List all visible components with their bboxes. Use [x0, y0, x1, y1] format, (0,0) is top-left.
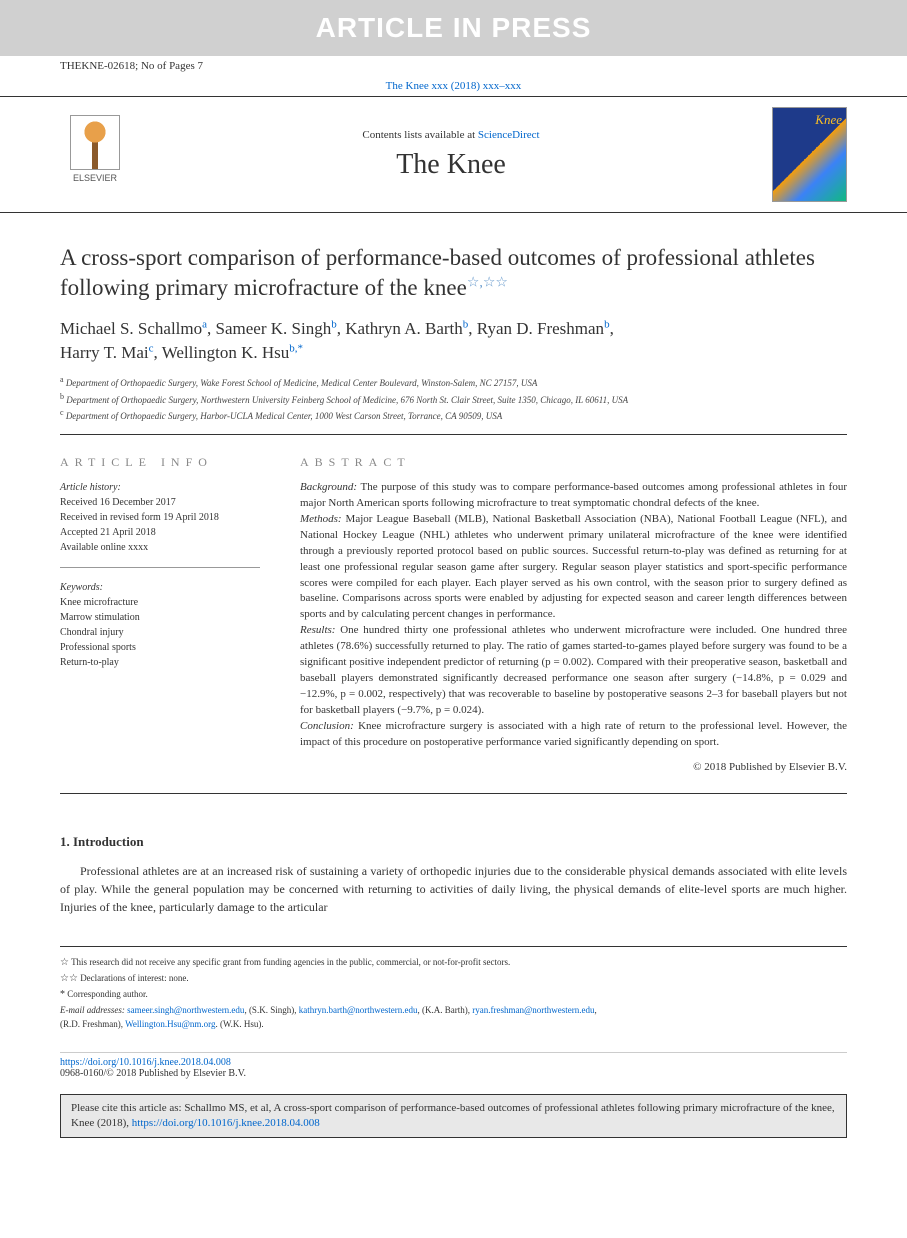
copyright-line: © 2018 Published by Elsevier B.V. [300, 761, 847, 773]
email-link[interactable]: ryan.freshman@northwestern.edu [472, 1005, 594, 1015]
article-in-press-banner: ARTICLE IN PRESS [0, 0, 907, 56]
email-who: (K.A. Barth) [422, 1005, 468, 1015]
background-text: The purpose of this study was to compare… [300, 481, 847, 509]
article-info-column: ARTICLE INFO Article history: Received 1… [60, 455, 260, 773]
contents-line: Contents lists available at ScienceDirec… [150, 129, 752, 141]
abstract-header: ABSTRACT [300, 455, 847, 470]
email-link[interactable]: Wellington.Hsu@nm.org [125, 1019, 215, 1029]
footnotes: ☆ This research did not receive any spec… [60, 946, 847, 1032]
elsevier-tree-icon [70, 115, 120, 170]
conclusion-text: Knee microfracture surgery is associated… [300, 720, 847, 748]
elsevier-label: ELSEVIER [73, 173, 117, 183]
footnote: ☆ This research did not receive any spec… [60, 955, 847, 971]
title-section: A cross-sport comparison of performance-… [60, 213, 847, 435]
journal-cover-thumbnail[interactable]: Knee [772, 107, 847, 202]
background-label: Background: [300, 481, 357, 493]
sciencedirect-link[interactable]: ScienceDirect [478, 129, 540, 141]
title-star-marks: ☆,☆☆ [467, 275, 508, 290]
methods-text: Major League Baseball (MLB), National Ba… [300, 513, 847, 621]
keyword: Chondral injury [60, 625, 260, 640]
results-label: Results: [300, 624, 335, 636]
title-text: A cross-sport comparison of performance-… [60, 245, 815, 300]
history-label: Article history: [60, 480, 260, 495]
elsevier-logo[interactable]: ELSEVIER [60, 115, 130, 195]
article-id: THEKNE-02618; No of Pages 7 [0, 56, 907, 76]
author: Michael S. Schallmoa [60, 319, 207, 338]
journal-citation-link[interactable]: The Knee xxx (2018) xxx–xxx [386, 80, 522, 92]
issn-line: 0968-0160/© 2018 Published by Elsevier B… [60, 1068, 246, 1079]
journal-name: The Knee [150, 149, 752, 181]
article-info-header: ARTICLE INFO [60, 455, 260, 470]
journal-citation-link-row: The Knee xxx (2018) xxx–xxx [0, 76, 907, 96]
article-title: A cross-sport comparison of performance-… [60, 243, 847, 303]
keyword: Marrow stimulation [60, 610, 260, 625]
keywords-label: Keywords: [60, 580, 260, 595]
email-link[interactable]: kathryn.barth@northwestern.edu [299, 1005, 418, 1015]
history-item: Available online xxxx [60, 540, 260, 555]
footnote: ☆☆ Declarations of interest: none. [60, 971, 847, 987]
email-who: (R.D. Freshman), [60, 1019, 123, 1029]
email-who: . (W.K. Hsu). [216, 1019, 264, 1029]
affiliations: a Department of Orthopaedic Surgery, Wak… [60, 374, 847, 424]
keyword: Return-to-play [60, 655, 260, 670]
introduction-paragraph: Professional athletes are at an increase… [60, 862, 847, 916]
citation-box: Please cite this article as: Schallmo MS… [60, 1094, 847, 1139]
history-item: Received in revised form 19 April 2018 [60, 510, 260, 525]
conclusion-label: Conclusion: [300, 720, 354, 732]
authors-line: Michael S. Schallmoa, Sameer K. Singhb, … [60, 317, 847, 365]
article-history-block: Article history: Received 16 December 20… [60, 480, 260, 568]
doi-block: https://doi.org/10.1016/j.knee.2018.04.0… [60, 1052, 847, 1079]
footnote-emails: E-mail addresses: sameer.singh@northwest… [60, 1003, 847, 1032]
affiliation: b Department of Orthopaedic Surgery, Nor… [60, 391, 847, 408]
introduction-section: 1. Introduction Professional athletes ar… [60, 794, 847, 916]
author: Harry T. Maic [60, 343, 154, 362]
journal-cover-title: Knee [815, 112, 842, 128]
abstract-column: ABSTRACT Background: The purpose of this… [300, 455, 847, 773]
introduction-heading: 1. Introduction [60, 834, 847, 850]
affiliation: a Department of Orthopaedic Surgery, Wak… [60, 374, 847, 391]
methods-label: Methods: [300, 513, 342, 525]
keyword: Knee microfracture [60, 595, 260, 610]
footnote-corresponding: * Corresponding author. [60, 987, 847, 1003]
doi-link[interactable]: https://doi.org/10.1016/j.knee.2018.04.0… [60, 1057, 231, 1068]
email-link[interactable]: sameer.singh@northwestern.edu [127, 1005, 244, 1015]
keywords-block: Keywords: Knee microfracture Marrow stim… [60, 580, 260, 682]
keyword: Professional sports [60, 640, 260, 655]
results-text: One hundred thirty one professional athl… [300, 624, 847, 716]
citation-doi-link[interactable]: https://doi.org/10.1016/j.knee.2018.04.0… [132, 1117, 320, 1129]
history-item: Accepted 21 April 2018 [60, 525, 260, 540]
author: Ryan D. Freshmanb [477, 319, 610, 338]
masthead: ELSEVIER Contents lists available at Sci… [0, 96, 907, 213]
author: Sameer K. Singhb [216, 319, 337, 338]
email-who: (S.K. Singh) [249, 1005, 294, 1015]
affiliation: c Department of Orthopaedic Surgery, Har… [60, 407, 847, 424]
author: Wellington K. Hsub,* [162, 343, 303, 362]
contents-prefix: Contents lists available at [362, 129, 477, 141]
history-item: Received 16 December 2017 [60, 495, 260, 510]
abstract-text: Background: The purpose of this study wa… [300, 480, 847, 751]
author: Kathryn A. Barthb [345, 319, 468, 338]
email-label: E-mail addresses: [60, 1005, 125, 1015]
